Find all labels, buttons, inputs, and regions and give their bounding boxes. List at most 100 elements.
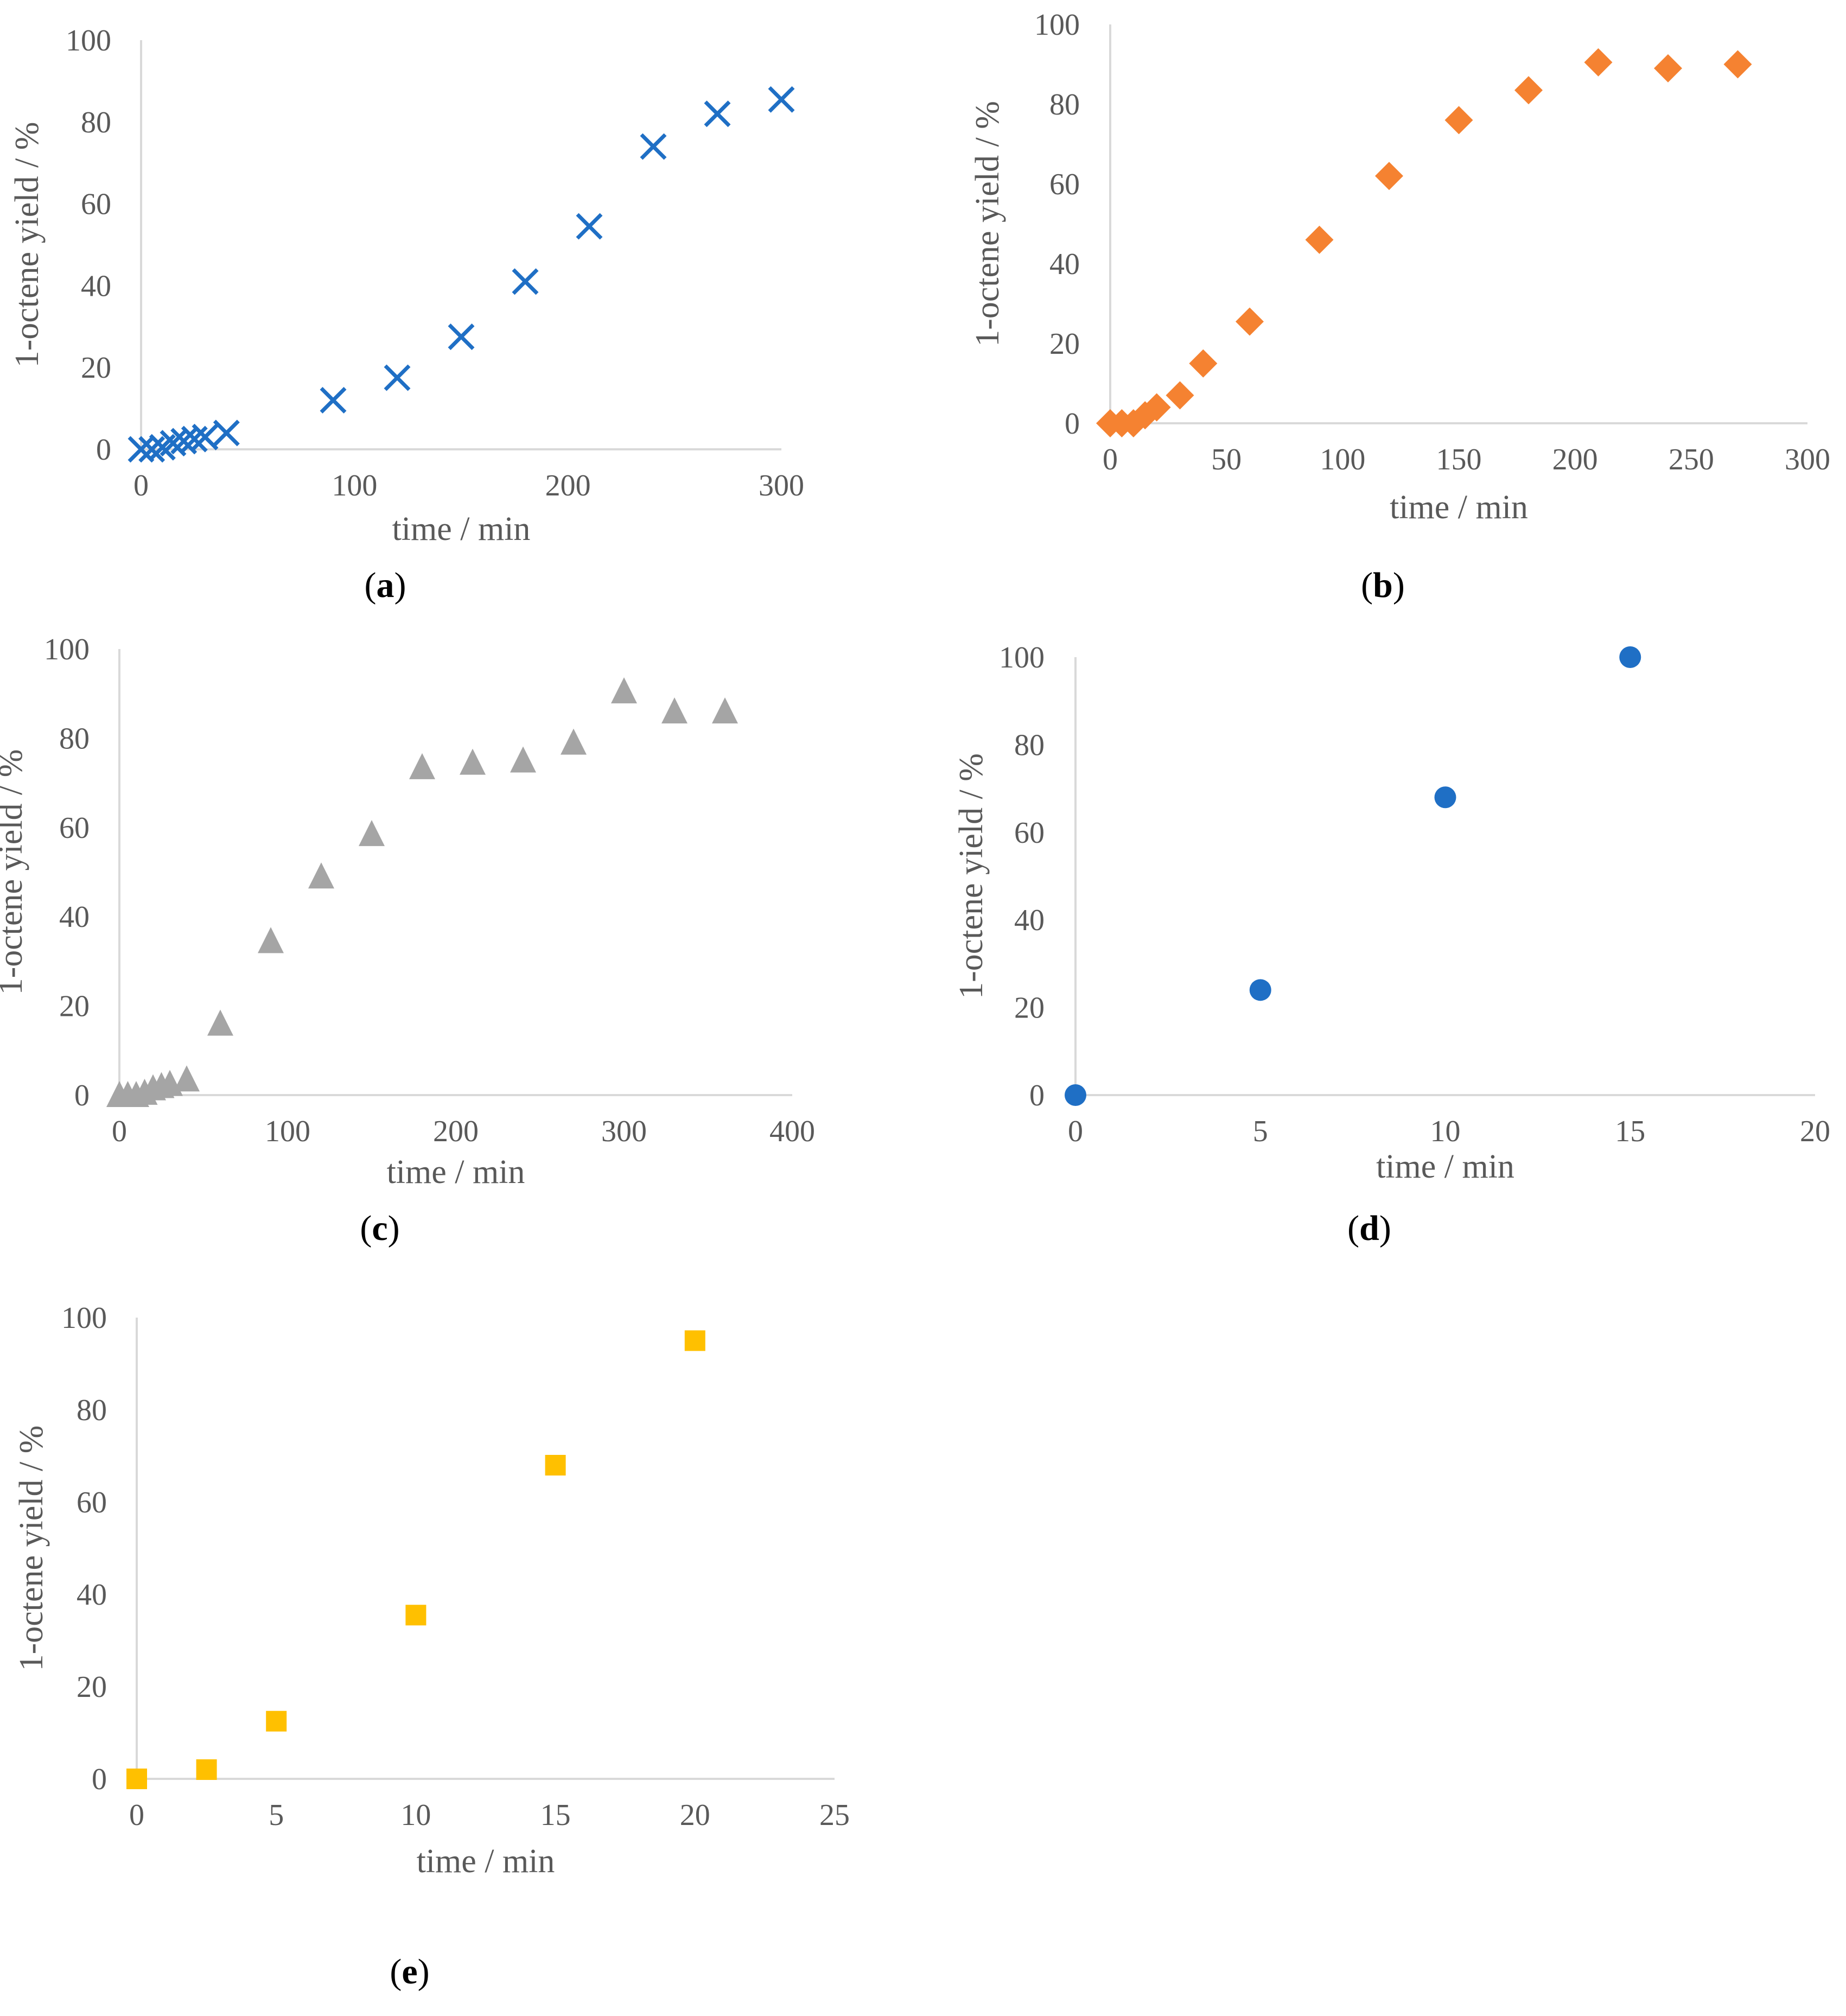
data-point [128,436,155,463]
x-tick-label: 300 [601,1115,647,1148]
y-tick-label: 20 [1049,327,1080,361]
x-tick-label: 0 [133,469,149,503]
caption-paren-open: ( [1347,1209,1359,1248]
data-point [266,1710,287,1732]
caption-paren-close: ) [418,1952,430,1992]
x-tick-label: 250 [1669,443,1714,476]
data-point [1654,54,1682,82]
x-tick-label: 25 [819,1798,850,1832]
y-tick-label: 80 [59,722,90,755]
data-point [320,387,347,414]
x-tick-label: 50 [1211,443,1242,476]
x-tick-label: 400 [769,1115,815,1148]
x-axis-title: time / min [1390,489,1528,526]
data-point [545,1455,566,1476]
data-point [192,423,219,450]
data-point [640,133,667,160]
caption-letter: b [1373,565,1393,605]
chart-panel-e: 0 20 40 60 80 100 0 5 10 15 20 25 time / min 1-octene… [13,1301,850,1992]
y-tick-label: 100 [66,24,111,58]
data-point [1189,349,1218,378]
x-tick-label: 20 [1800,1115,1830,1148]
y-tick-label: 20 [81,351,111,385]
y-tick-label: 100 [61,1301,107,1335]
y-tick-label: 100 [999,641,1045,675]
data-point [1584,48,1613,77]
y-axis-title: 1-octene yield / % [9,122,46,368]
data-point [576,213,603,240]
caption-paren-open: ( [1361,565,1373,605]
x-tick-label: 10 [400,1798,431,1832]
data-point [510,746,536,773]
y-tick-label: 0 [1029,1079,1045,1112]
x-tick-label: 15 [540,1798,571,1832]
panel-caption: (d) [1347,1209,1391,1248]
data-point [712,697,738,724]
data-point [512,268,539,295]
y-axis-title: 1-octene yield / % [969,101,1006,347]
data-point [460,748,486,775]
caption-letter: a [377,565,394,605]
data-point [1236,307,1264,336]
x-tick-label: 0 [112,1115,127,1148]
panel-caption: (a) [365,565,406,605]
x-tick-label: 15 [1615,1115,1645,1148]
chart-panel-b: 0 20 40 60 80 100 0 50 100 150 200 250 300 time / min… [969,8,1830,605]
caption-paren-open: ( [365,565,377,605]
data-point [196,1759,217,1780]
data-point [384,364,411,391]
panel-caption: (e) [390,1952,429,1992]
data-point [1723,50,1752,79]
y-tick-label: 20 [77,1670,107,1704]
data-point [160,430,187,457]
data-point [1166,381,1194,410]
caption-letter: c [372,1209,387,1248]
x-tick-label: 5 [1253,1115,1268,1148]
data-point [1375,162,1403,190]
caption-paren-open: ( [360,1209,372,1248]
x-tick-label: 300 [759,469,804,503]
chart-panel-c: 0 20 40 60 80 100 0 100 200 300 400 time / min 1-oct… [0,633,815,1248]
data-point [170,428,198,455]
x-tick-label: 100 [1320,443,1365,476]
x-tick-label: 200 [545,469,591,503]
x-axis-title: time / min [417,1843,555,1880]
data-point [409,753,435,779]
data-point [1434,786,1456,809]
x-tick-label: 20 [680,1798,710,1832]
y-tick-label: 80 [1049,88,1080,122]
data-point [359,820,385,847]
x-axis-title: time / min [392,511,531,548]
caption-letter: e [402,1952,417,1992]
data-point [174,1065,200,1092]
data-point [1065,1084,1086,1106]
panel-caption: (c) [360,1209,399,1248]
y-tick-label: 40 [1049,247,1080,281]
y-tick-label: 20 [1014,991,1045,1025]
x-tick-label: 0 [129,1798,144,1832]
caption-paren-close: ) [1393,565,1405,605]
data-point [213,419,240,447]
data-point [768,86,795,113]
y-tick-label: 0 [96,433,111,467]
y-tick-label: 60 [59,811,90,845]
data-point [1514,76,1543,105]
data-point [1249,979,1271,1001]
y-tick-label: 80 [81,106,111,139]
y-tick-label: 40 [81,269,111,303]
data-point [704,100,731,128]
y-tick-label: 60 [1049,168,1080,201]
data-point [661,697,688,724]
y-tick-label: 80 [1014,728,1045,762]
panel-caption: (b) [1361,565,1405,605]
y-tick-label: 60 [1014,816,1045,850]
x-tick-label: 200 [1552,443,1598,476]
caption-letter: d [1359,1209,1379,1248]
x-tick-label: 100 [332,469,377,503]
data-point [207,1009,233,1036]
data-point [448,323,475,351]
x-tick-label: 0 [1103,443,1118,476]
data-point [258,927,284,953]
caption-paren-open: ( [390,1952,402,1992]
caption-paren-close: ) [388,1209,400,1248]
